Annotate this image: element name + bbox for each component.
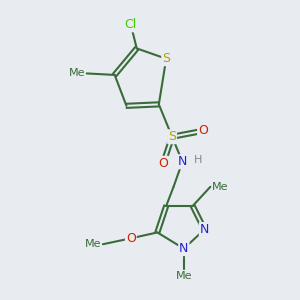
Text: S: S [162, 52, 170, 65]
Text: N: N [178, 155, 187, 168]
Text: Me: Me [69, 68, 85, 78]
Text: Me: Me [85, 239, 101, 249]
Text: Cl: Cl [125, 18, 137, 32]
Text: H: H [194, 155, 202, 165]
Text: O: O [198, 124, 208, 137]
Text: Me: Me [212, 182, 228, 192]
Text: N: N [179, 242, 188, 255]
Text: O: O [158, 157, 168, 170]
Text: Me: Me [176, 271, 192, 281]
Text: S: S [168, 130, 176, 143]
Text: N: N [200, 223, 209, 236]
Text: O: O [126, 232, 136, 245]
